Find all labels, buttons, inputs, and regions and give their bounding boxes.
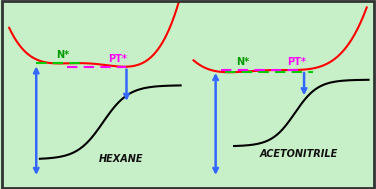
Text: N*: N* [56,50,69,60]
Text: PT*: PT* [288,57,306,67]
Text: ACETONITRILE: ACETONITRILE [259,149,338,159]
Text: HEXANE: HEXANE [99,154,143,164]
Text: N*: N* [236,57,249,67]
Text: PT*: PT* [108,54,127,64]
